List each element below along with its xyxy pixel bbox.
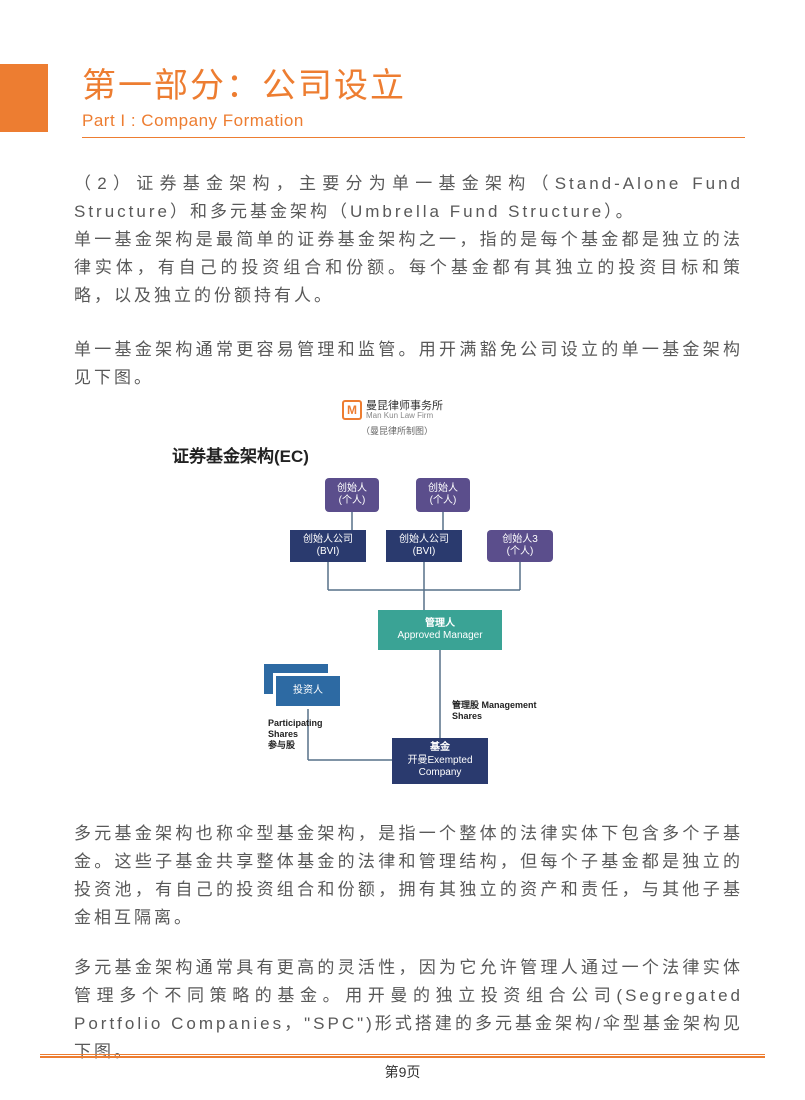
page-header: 第一部分：公司设立 Part I : Company Formation — [82, 58, 745, 138]
fund-structure-diagram: M 曼昆律师事务所 Man Kun Law Firm （曼昆律所制图） 证券基金… — [180, 400, 660, 810]
node-fund: 基金 开曼Exempted Company — [392, 738, 488, 784]
paragraph-3: 多元基金架构也称伞型基金架构，是指一个整体的法律实体下包含多个子基金。这些子基金… — [74, 820, 743, 932]
node-investor: 投资人 — [276, 676, 340, 706]
caption-management: 管理股 Management Shares — [452, 700, 537, 722]
firm-logo: M 曼昆律师事务所 Man Kun Law Firm — [342, 400, 443, 421]
logo-icon: M — [342, 400, 362, 420]
paragraph-1: （2）证券基金架构，主要分为单一基金架构（Stand-Alone Fund St… — [74, 170, 743, 310]
node-manager: 管理人 Approved Manager — [378, 610, 502, 650]
diagram-title: 证券基金架构(EC) — [172, 442, 309, 467]
side-accent-tab — [0, 64, 48, 132]
paragraph-4: 多元基金架构通常具有更高的灵活性，因为它允许管理人通过一个法律实体管理多个不同策… — [74, 954, 743, 1066]
node-founder-3: 创始人3 (个人) — [487, 530, 553, 562]
title-english: Part I : Company Formation — [82, 111, 745, 138]
footer-divider — [40, 1054, 765, 1058]
title-chinese: 第一部分：公司设立 — [82, 58, 745, 107]
node-bvi-2: 创始人公司 (BVI) — [386, 530, 462, 562]
node-founder-1: 创始人 (个人) — [325, 478, 379, 512]
node-bvi-1: 创始人公司 (BVI) — [290, 530, 366, 562]
logo-name-en: Man Kun Law Firm — [366, 412, 443, 421]
paragraph-2: 单一基金架构通常更容易管理和监管。用开满豁免公司设立的单一基金架构见下图。 — [74, 336, 743, 392]
caption-participating: Participating Shares 参与股 — [268, 718, 323, 750]
page-number: 第9页 — [0, 1062, 805, 1082]
logo-subtitle: （曼昆律所制图） — [342, 424, 452, 437]
node-founder-2: 创始人 (个人) — [416, 478, 470, 512]
